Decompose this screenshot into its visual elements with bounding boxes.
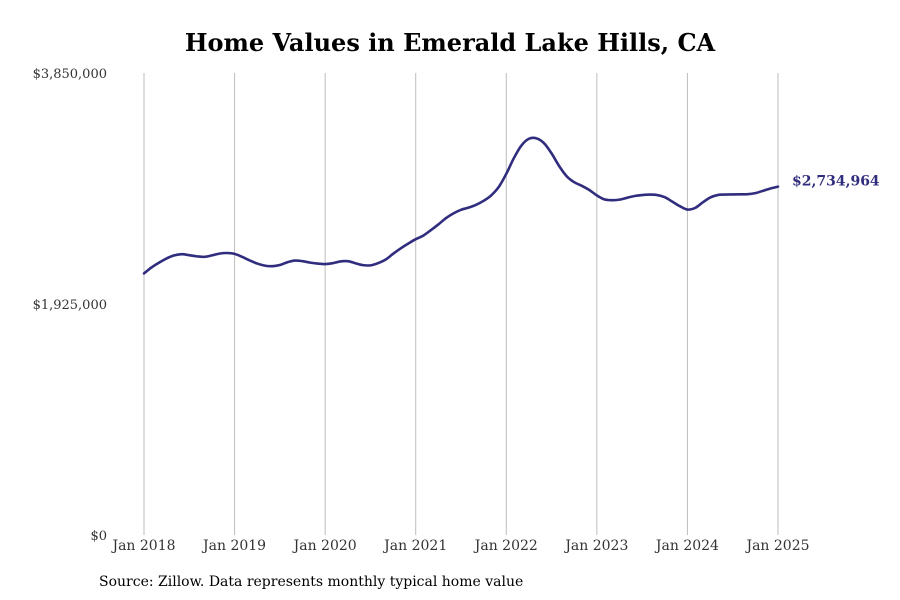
x-tick-label: Jan 2021: [382, 538, 447, 554]
y-tick-label: $0: [90, 529, 107, 544]
x-tick-label: Jan 2025: [744, 538, 809, 554]
chart-title: Home Values in Emerald Lake Hills, CA: [184, 28, 716, 57]
x-axis-ticks: Jan 2018 Jan 2019 Jan 2020 Jan 2021 Jan 2022…: [110, 538, 809, 554]
x-tick-label: Jan 2018: [110, 538, 175, 554]
x-tick-label: Jan 2020: [292, 538, 357, 554]
gridlines: [143, 73, 779, 535]
end-value-label: $2,734,964: [792, 174, 880, 190]
x-tick-label: Jan 2022: [473, 538, 538, 554]
y-axis-ticks: $0 $1,925,000 $3,850,000: [33, 67, 107, 544]
source-note: Source: Zillow. Data represents monthly …: [99, 574, 524, 590]
x-tick-label: Jan 2024: [654, 538, 719, 554]
x-tick-label: Jan 2019: [201, 538, 266, 554]
x-tick-label: Jan 2023: [563, 538, 628, 554]
y-tick-label: $1,925,000: [33, 298, 107, 313]
series-line: [142, 136, 780, 275]
y-tick-label: $3,850,000: [33, 67, 107, 82]
